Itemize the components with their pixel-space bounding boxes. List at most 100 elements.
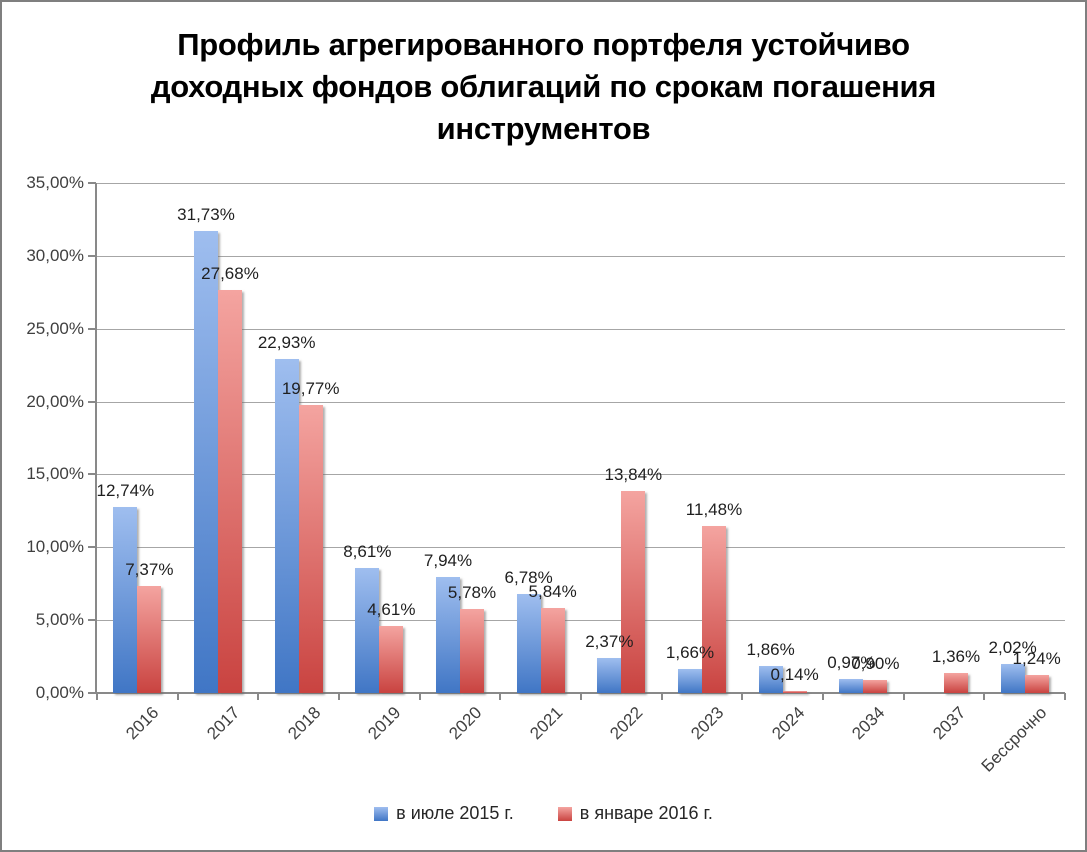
bar-january-2016-2024	[782, 690, 807, 693]
category-label-2037: 2037	[929, 703, 970, 744]
bar-label-january-2016-2017: 27,68%	[201, 263, 259, 283]
bar-january-2016-2016	[137, 585, 162, 693]
bar-july-2015-2019	[355, 567, 380, 693]
category-label-2022: 2022	[606, 703, 647, 744]
bar-january-2016-2021	[540, 607, 565, 693]
x-axis-tick	[418, 693, 421, 700]
bar-label-january-2016-2019: 4,61%	[367, 599, 416, 619]
category-label-2019: 2019	[364, 703, 405, 744]
category-label-2023: 2023	[687, 703, 728, 744]
bar-january-2016-2037	[944, 673, 968, 693]
legend-label: в июле 2015 г.	[396, 803, 514, 823]
bar-label-january-2016-2024: 0,14%	[770, 664, 819, 684]
bar-july-2015-2022	[597, 658, 622, 693]
x-axis-tick	[902, 693, 905, 700]
bar-label-july-2015-2019: 8,61%	[343, 541, 392, 561]
x-axis-tick	[499, 693, 502, 700]
bar-label-january-2016-2034: 0,90%	[851, 653, 900, 673]
bar-july-2015-Бессрочно	[1000, 663, 1025, 693]
category-label-2017: 2017	[203, 703, 244, 744]
bar-label-july-2015-2034: 0,97%	[827, 652, 876, 672]
bar-label-january-2016-2023: 11,48%	[685, 499, 743, 519]
x-axis-tick	[176, 693, 179, 700]
gridline	[97, 401, 1065, 403]
bar-january-2016-2023	[702, 525, 726, 693]
chart-title-line: доходных фондов облигаций по срокам пога…	[150, 69, 937, 104]
category-label-2018: 2018	[283, 703, 325, 744]
y-axis-label: 25,00%	[26, 318, 84, 338]
bar-label-july-2015-2024: 1,86%	[746, 639, 795, 659]
legend-item-july-2015: в июле 2015 г.	[374, 803, 514, 824]
bar-label-july-2015-2021: 6,78%	[504, 568, 553, 588]
bar-label-january-2016-2018: 19,77%	[281, 378, 340, 398]
bar-label-january-2016-Бессрочно: 1,24%	[1012, 648, 1061, 668]
y-axis-tick	[88, 619, 96, 622]
bar-label-july-2015-2023: 1,66%	[665, 642, 715, 662]
y-axis-tick	[88, 546, 96, 549]
bar-july-2015-2016	[113, 507, 138, 693]
bar-january-2016-2022	[621, 491, 646, 693]
bar-january-2016-2019	[379, 625, 404, 693]
y-axis-label: 35,00%	[26, 173, 84, 192]
y-axis-line	[95, 183, 97, 694]
category-label-2020: 2020	[445, 703, 486, 744]
bar-january-2016-2020	[460, 608, 484, 693]
bar-july-2015-2034	[839, 678, 864, 693]
bar-july-2015-2021	[516, 594, 541, 693]
bar-july-2015-2020	[436, 577, 460, 693]
gridline	[97, 183, 1065, 184]
gridline	[97, 547, 1065, 549]
y-axis-tick	[88, 400, 96, 403]
x-axis-tick	[822, 693, 824, 700]
y-axis-label: 15,00%	[26, 464, 84, 484]
bar-label-july-2015-2018: 22,93%	[257, 332, 316, 352]
chart-title-line: Профиль агрегированного портфеля устойчи…	[177, 27, 910, 62]
bar-label-july-2015-2020: 7,94%	[423, 551, 473, 571]
category-label-2024: 2024	[767, 703, 809, 744]
y-axis-label: 0,00%	[35, 683, 84, 702]
bar-label-july-2015-Бессрочно: 2,02%	[988, 637, 1037, 657]
y-axis-label: 20,00%	[26, 391, 84, 411]
bar-label-july-2015-2022: 2,37%	[585, 632, 634, 652]
y-axis-tick	[88, 473, 96, 476]
legend-swatch-blue	[374, 806, 389, 821]
x-axis-tick	[741, 693, 744, 700]
bar-label-january-2016-2037: 1,36%	[931, 647, 981, 667]
y-axis-tick	[88, 254, 96, 257]
gridline	[97, 328, 1065, 330]
gridline	[97, 474, 1065, 476]
gridline	[97, 620, 1065, 622]
bar-label-january-2016-2016: 7,37%	[125, 559, 174, 579]
y-axis-label: 10,00%	[26, 537, 84, 557]
bar-label-july-2015-2016: 12,74%	[96, 481, 155, 501]
legend-swatch-red	[557, 806, 572, 821]
legend-item-january-2016: в январе 2016 г.	[557, 803, 713, 824]
y-axis-tick	[88, 182, 96, 184]
bar-january-2016-2018	[298, 404, 323, 693]
x-axis-tick	[338, 693, 340, 700]
x-axis-tick	[96, 693, 98, 700]
category-label-Бессрочно: Бессрочно	[977, 703, 1051, 776]
legend: в июле 2015 г. в январе 2016 г.	[2, 803, 1085, 824]
y-axis-tick	[88, 327, 96, 330]
bar-label-january-2016-2020: 5,78%	[447, 582, 497, 602]
x-axis-tick	[660, 693, 663, 700]
bar-january-2016-2017	[218, 289, 242, 693]
bar-label-january-2016-2022: 13,84%	[604, 465, 663, 485]
bar-july-2015-2024	[758, 665, 783, 693]
legend-label: в январе 2016 г.	[579, 803, 713, 823]
bar-january-2016-Бессрочно	[1024, 674, 1049, 693]
bar-january-2016-2034	[863, 679, 888, 693]
x-axis-tick	[983, 693, 986, 700]
chart-title: Профиль агрегированного портфеля устойчи…	[2, 24, 1085, 150]
gridline	[97, 255, 1065, 257]
y-axis-label: 30,00%	[26, 245, 84, 265]
x-axis-tick	[580, 693, 582, 700]
chart-title-line: инструментов	[436, 111, 651, 146]
category-label-2016: 2016	[122, 703, 163, 744]
bar-july-2015-2017	[194, 230, 218, 693]
category-label-2021: 2021	[525, 703, 567, 744]
y-axis-label: 5,00%	[35, 610, 84, 630]
